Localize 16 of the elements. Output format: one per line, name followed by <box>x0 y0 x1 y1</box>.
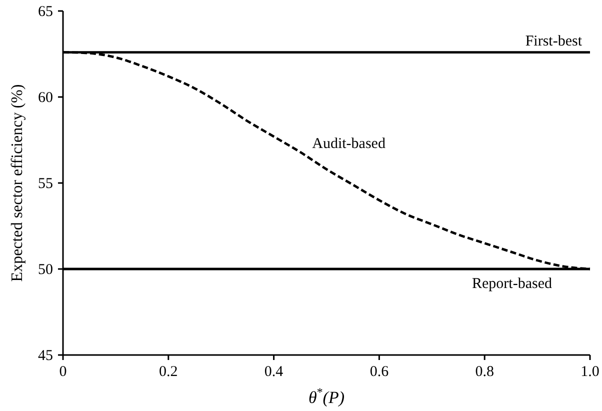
x-tick-label: 0 <box>59 364 67 380</box>
series-label: Report-based <box>472 276 552 292</box>
x-tick-label: 1.0 <box>580 364 600 380</box>
x-tick-label: 0.8 <box>475 364 494 380</box>
x-axis-title: θ$^{*}$(P) <box>308 385 345 407</box>
series-label: First-best <box>525 33 583 50</box>
y-tick-label: 55 <box>38 176 53 192</box>
y-tick-label: 60 <box>38 90 53 106</box>
y-tick-label: 65 <box>38 4 53 20</box>
y-axis-title: Expected sector efficiency (%) <box>9 84 26 282</box>
x-tick-label: 0.6 <box>370 364 390 380</box>
series-label: Audit-based <box>312 136 386 152</box>
x-tick-label: 0.4 <box>264 364 284 380</box>
y-tick-label: 45 <box>38 348 53 364</box>
y-tick-label: 50 <box>38 262 53 278</box>
x-tick-label: 0.2 <box>159 364 178 380</box>
